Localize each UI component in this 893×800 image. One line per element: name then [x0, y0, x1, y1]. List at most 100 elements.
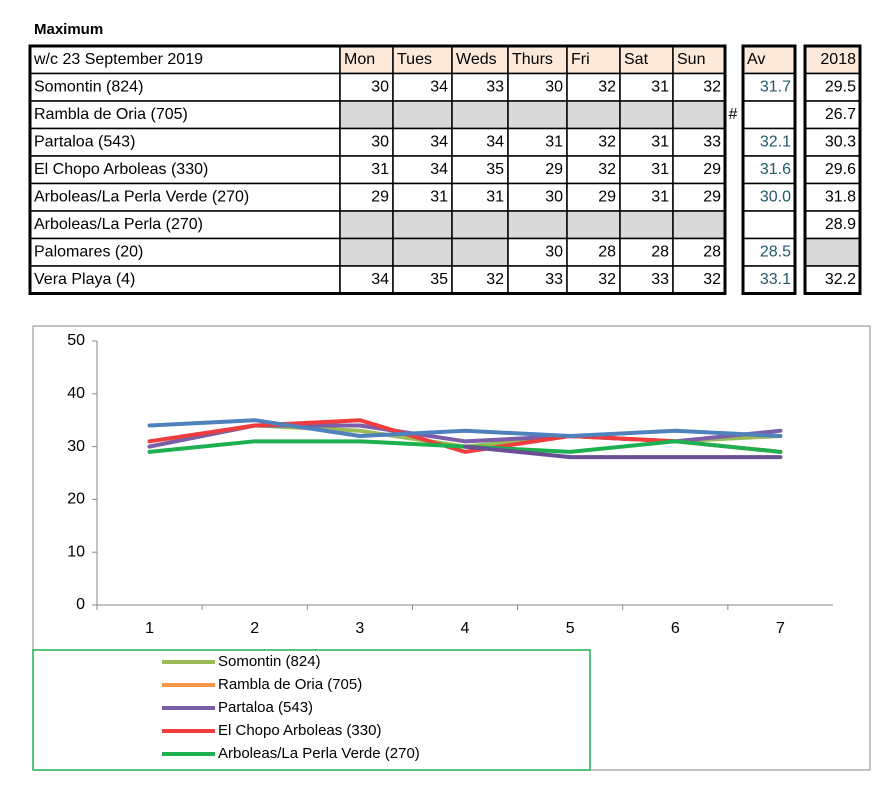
table-cell [566, 72, 621, 102]
value-2018: 26.7 [825, 106, 856, 123]
row-label: El Chopo Arboleas (330) [34, 161, 208, 178]
flag: # [729, 106, 738, 123]
cell-value: 31 [430, 188, 448, 205]
value-2018: 29.5 [825, 78, 856, 95]
average-value: 32.1 [760, 133, 791, 150]
table-cell [392, 237, 453, 267]
table-cell [507, 210, 568, 240]
cell-value: 35 [430, 271, 448, 288]
row-label: Palomares (20) [34, 243, 143, 260]
cell-value: 31 [545, 133, 563, 150]
table-cell [451, 265, 509, 295]
cell-value: 28 [598, 243, 616, 260]
series-line [463, 444, 783, 460]
cell-value: 29 [703, 161, 721, 178]
average-value: 31.6 [760, 161, 791, 178]
cell-value: 33 [545, 271, 563, 288]
average-value: 28.5 [760, 243, 791, 260]
cell-value: 30 [545, 78, 563, 95]
x-tick-label: 7 [776, 620, 785, 637]
legend-label: Arboleas/La Perla Verde (270) [218, 745, 420, 762]
cell-value: 29 [703, 188, 721, 205]
legend-label: Rambla de Oria (705) [218, 676, 362, 693]
row-label: Arboleas/La Perla Verde (270) [34, 188, 249, 205]
average-value: 31.7 [760, 78, 791, 95]
value-2018: 30.3 [825, 133, 856, 150]
cell-value: 33 [651, 271, 669, 288]
x-tick-label: 4 [461, 620, 470, 637]
table-cell [804, 237, 861, 267]
cell-value: 28 [703, 243, 721, 260]
column-header: Mon [344, 51, 375, 68]
row-label: Partaloa (543) [34, 133, 135, 150]
cell-value: 32 [598, 161, 616, 178]
value-2018: 28.9 [825, 216, 856, 233]
column-header: 2018 [820, 51, 856, 68]
table-cell [672, 265, 726, 295]
table-cell [566, 210, 621, 240]
table-border [28, 44, 727, 295]
row-label: Vera Playa (4) [34, 271, 135, 288]
legend-label: Partaloa (543) [218, 699, 313, 716]
table-cell [392, 182, 453, 212]
table-cell [672, 182, 726, 212]
table-border [741, 44, 797, 295]
table-cell [566, 100, 621, 130]
table-cell [507, 237, 568, 267]
cell-value: 31 [651, 188, 669, 205]
y-tick-label: 10 [67, 543, 85, 560]
table-cell [451, 210, 509, 240]
cell-value: 34 [371, 271, 389, 288]
table-cell [619, 72, 674, 102]
cell-value: 31 [651, 133, 669, 150]
table-cell [29, 265, 341, 295]
column-header: Av [747, 51, 765, 68]
table-cell [804, 210, 861, 240]
table-cell [672, 45, 726, 75]
value-2018: 29.6 [825, 161, 856, 178]
legend-box [32, 649, 591, 771]
column-header: Weds [456, 51, 497, 68]
cell-value: 32 [598, 78, 616, 95]
x-tick-label: 5 [566, 620, 575, 637]
table-cell [804, 72, 861, 102]
table-cell [451, 237, 509, 267]
cell-value: 30 [545, 243, 563, 260]
table-cell [339, 100, 394, 130]
table-cell [672, 210, 726, 240]
y-tick-label: 50 [67, 332, 85, 349]
row-label: Somontin (824) [34, 78, 143, 95]
table-cell [619, 127, 674, 157]
series-line [147, 418, 783, 439]
legend-label: El Chopo Arboleas (330) [218, 722, 381, 739]
x-tick-label: 3 [355, 620, 364, 637]
cell-value: 34 [486, 133, 504, 150]
table-cell [742, 72, 796, 102]
table-cell [451, 72, 509, 102]
table-cell [804, 100, 861, 130]
table-cell [507, 100, 568, 130]
cell-value: 33 [486, 78, 504, 95]
table-cell [451, 155, 509, 185]
average-value: 33.1 [760, 271, 791, 288]
row-label: Rambla de Oria (705) [34, 106, 188, 123]
column-header: Tues [397, 51, 432, 68]
cell-value: 32 [703, 271, 721, 288]
table-cell [742, 210, 796, 240]
cell-value: 31 [486, 188, 504, 205]
table-cell [742, 127, 796, 157]
table-cell [566, 182, 621, 212]
table-cell [451, 182, 509, 212]
table-cell [339, 72, 394, 102]
table-cell [619, 265, 674, 295]
column-header: Thurs [512, 51, 553, 68]
column-header: Fri [571, 51, 590, 68]
table-cell [392, 210, 453, 240]
x-tick-label: 1 [145, 620, 154, 637]
x-tick-label: 2 [250, 620, 259, 637]
average-value: 30.0 [760, 188, 791, 205]
cell-value: 30 [545, 188, 563, 205]
table-cell [742, 100, 796, 130]
value-2018: 32.2 [825, 271, 856, 288]
